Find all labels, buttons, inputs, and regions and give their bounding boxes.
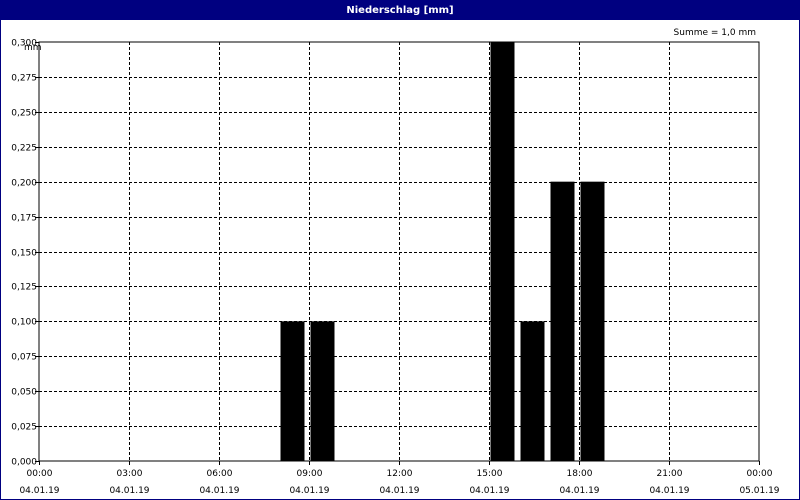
x-tick-time: 21:00 xyxy=(657,469,683,479)
x-tick-date: 04.01.19 xyxy=(199,486,239,496)
y-axis: 0,000 0,025 0,050 0,075 0,100 0,125 0,150 0,175… xyxy=(11,39,39,468)
y-tick-label: 0,250 xyxy=(11,109,37,119)
y-tick-label: 0,200 xyxy=(11,179,37,189)
y-tick-label: 0,000 xyxy=(11,458,37,468)
y-tick-label: 0,225 xyxy=(11,144,37,154)
x-axis: 00:00 04.01.19 03:00 04.01.19 06:00 04.01.19 0… xyxy=(19,461,780,496)
y-axis-label: mm xyxy=(24,43,42,53)
x-tick-date: 04.01.19 xyxy=(559,486,599,496)
y-tick-label: 0,075 xyxy=(11,353,37,363)
y-tick-label: 0,150 xyxy=(11,249,37,259)
precipitation-bar xyxy=(550,181,575,461)
x-tick-time: 00:00 xyxy=(747,469,773,479)
y-tick-label: 0,050 xyxy=(11,388,37,398)
x-tick-date: 04.01.19 xyxy=(469,486,509,496)
x-tick-time: 03:00 xyxy=(117,469,143,479)
x-tick-date: 04.01.19 xyxy=(19,486,59,496)
precipitation-bar xyxy=(520,321,545,461)
y-tick-label: 0,175 xyxy=(11,214,37,224)
window-title: Niederschlag [mm] xyxy=(1,1,799,20)
bars xyxy=(280,42,605,461)
x-tick-date: 04.01.19 xyxy=(649,486,689,496)
y-tick-label: 0,125 xyxy=(11,283,37,293)
x-tick-time: 12:00 xyxy=(387,469,413,479)
x-tick-time: 18:00 xyxy=(567,469,593,479)
precipitation-bar xyxy=(580,181,605,461)
sum-annotation: Summe = 1,0 mm xyxy=(674,28,756,38)
x-tick-time: 09:00 xyxy=(297,469,323,479)
y-tick-label: 0,275 xyxy=(11,74,37,84)
precipitation-bar xyxy=(490,42,515,461)
precipitation-bar xyxy=(280,321,305,461)
y-tick-label: 0,300 xyxy=(11,39,37,49)
x-tick-date: 04.01.19 xyxy=(379,486,419,496)
y-tick-label: 0,025 xyxy=(11,423,37,433)
precipitation-bar xyxy=(310,321,335,461)
y-tick-label: 0,100 xyxy=(11,318,37,328)
x-tick-time: 06:00 xyxy=(207,469,233,479)
x-tick-date: 04.01.19 xyxy=(109,486,149,496)
x-tick-date: 05.01.19 xyxy=(739,486,779,496)
grid xyxy=(39,42,759,461)
x-tick-time: 00:00 xyxy=(27,469,53,479)
precipitation-chart: 0,000 0,025 0,050 0,075 0,100 0,125 0,150 0,175… xyxy=(11,28,780,496)
x-tick-time: 15:00 xyxy=(477,469,503,479)
x-tick-date: 04.01.19 xyxy=(289,486,329,496)
